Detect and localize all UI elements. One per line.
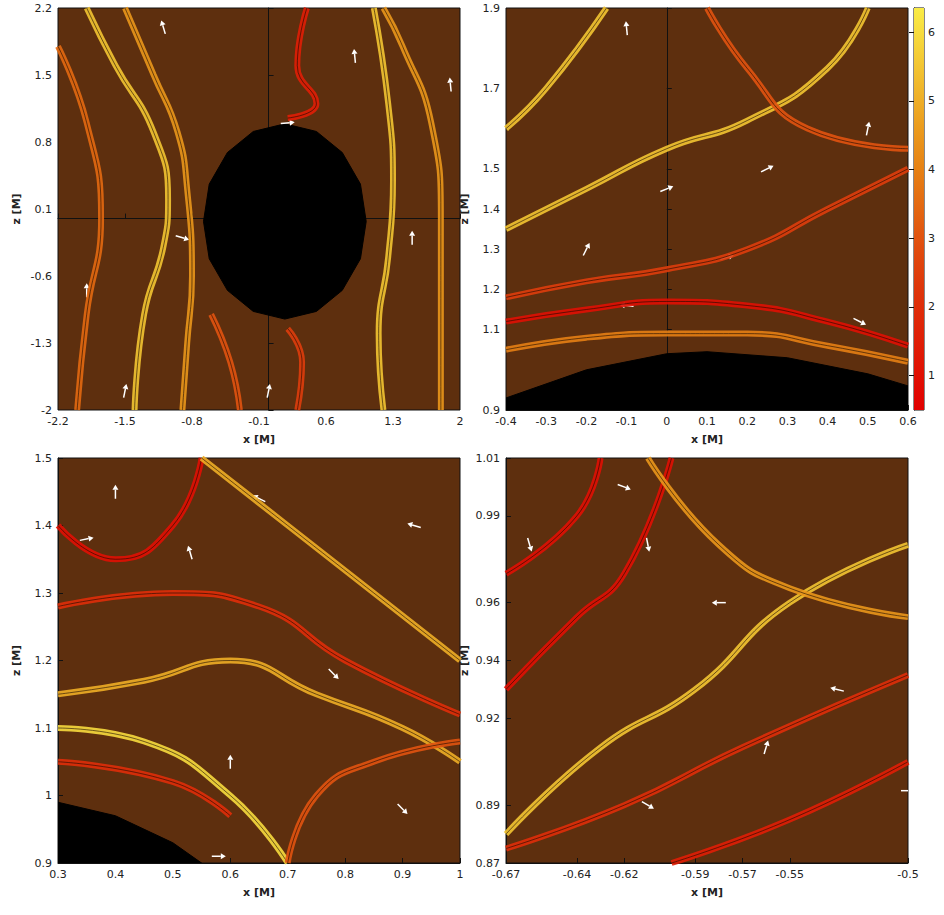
svg-text:0.99: 0.99 [476, 509, 501, 522]
svg-text:-0.55: -0.55 [776, 868, 804, 881]
svg-text:2: 2 [457, 415, 464, 428]
svg-text:0.6: 0.6 [899, 415, 917, 428]
svg-text:0.1: 0.1 [698, 415, 716, 428]
svg-text:0.1: 0.1 [35, 203, 53, 216]
svg-text:x [M]: x [M] [691, 433, 723, 446]
svg-text:-1.3: -1.3 [31, 337, 52, 350]
svg-text:1.7: 1.7 [483, 82, 501, 95]
svg-text:-0.5: -0.5 [897, 868, 918, 881]
svg-text:1.2: 1.2 [483, 283, 501, 296]
svg-text:0.2: 0.2 [738, 415, 756, 428]
svg-text:0.7: 0.7 [279, 868, 297, 881]
svg-text:-2.2: -2.2 [47, 415, 68, 428]
svg-text:0.4: 0.4 [819, 415, 837, 428]
svg-text:-0.6: -0.6 [31, 270, 52, 283]
svg-text:0.8: 0.8 [35, 136, 53, 149]
svg-text:0.94: 0.94 [476, 654, 501, 667]
svg-text:1.01: 1.01 [476, 452, 501, 465]
svg-text:x [M]: x [M] [243, 433, 275, 446]
svg-text:1.3: 1.3 [35, 587, 53, 600]
svg-text:-0.59: -0.59 [681, 868, 709, 881]
svg-text:-0.2: -0.2 [576, 415, 597, 428]
svg-text:-0.62: -0.62 [610, 868, 638, 881]
svg-text:x [M]: x [M] [243, 886, 275, 899]
svg-text:1.2: 1.2 [35, 654, 53, 667]
svg-text:-0.64: -0.64 [563, 868, 591, 881]
svg-text:-0.67: -0.67 [492, 868, 520, 881]
svg-text:-0.57: -0.57 [728, 868, 756, 881]
svg-text:-0.1: -0.1 [248, 415, 269, 428]
svg-text:0.89: 0.89 [476, 799, 501, 812]
svg-text:0.6: 0.6 [222, 868, 240, 881]
svg-text:0.3: 0.3 [49, 868, 67, 881]
svg-text:z [M]: z [M] [10, 193, 23, 224]
svg-text:0.3: 0.3 [779, 415, 797, 428]
svg-text:0.9: 0.9 [482, 403, 500, 417]
svg-text:1.5: 1.5 [35, 69, 53, 82]
svg-text:z [M]: z [M] [458, 193, 471, 224]
svg-text:x [M]: x [M] [691, 886, 723, 899]
svg-text:-0.1: -0.1 [616, 415, 637, 428]
svg-text:0.87: 0.87 [475, 856, 500, 870]
svg-text:1: 1 [928, 369, 935, 382]
svg-text:0.9: 0.9 [34, 856, 52, 870]
svg-text:1.1: 1.1 [35, 722, 53, 735]
svg-text:2: 2 [928, 300, 935, 313]
svg-text:-2: -2 [41, 403, 52, 417]
svg-text:1.5: 1.5 [35, 452, 53, 465]
svg-text:-1.5: -1.5 [114, 415, 135, 428]
svg-text:6: 6 [928, 26, 935, 39]
svg-text:3: 3 [928, 232, 935, 245]
svg-text:0.96: 0.96 [476, 596, 501, 609]
svg-text:z [M]: z [M] [458, 644, 471, 677]
svg-text:0.92: 0.92 [476, 712, 501, 725]
svg-text:0.5: 0.5 [859, 415, 877, 428]
svg-text:1: 1 [457, 868, 464, 881]
svg-text:5: 5 [928, 94, 935, 107]
svg-text:-0.3: -0.3 [535, 415, 556, 428]
svg-text:0.6: 0.6 [317, 415, 335, 428]
svg-text:1.9: 1.9 [483, 2, 501, 15]
svg-text:-0.4: -0.4 [495, 415, 516, 428]
svg-text:0.9: 0.9 [394, 868, 412, 881]
svg-text:0.5: 0.5 [164, 868, 182, 881]
svg-text:1: 1 [45, 789, 52, 802]
svg-text:-0.8: -0.8 [181, 415, 202, 428]
svg-text:0: 0 [663, 415, 670, 428]
svg-text:1.3: 1.3 [384, 415, 402, 428]
svg-text:1.3: 1.3 [483, 243, 501, 256]
svg-text:1.4: 1.4 [483, 203, 501, 216]
svg-text:1.1: 1.1 [483, 323, 501, 336]
svg-text:0.8: 0.8 [336, 868, 354, 881]
svg-text:1.4: 1.4 [35, 519, 53, 532]
svg-text:4: 4 [928, 163, 935, 176]
svg-text:z [M]: z [M] [10, 645, 23, 676]
svg-text:2.2: 2.2 [35, 2, 53, 15]
svg-text:1.5: 1.5 [483, 162, 501, 175]
svg-text:0.4: 0.4 [107, 868, 125, 881]
